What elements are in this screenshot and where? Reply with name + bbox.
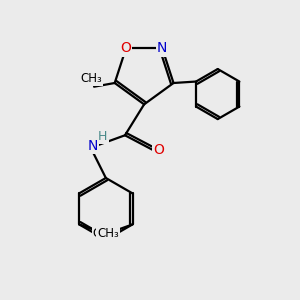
Text: CH₃: CH₃ bbox=[93, 227, 114, 240]
Text: O: O bbox=[121, 41, 131, 56]
Text: CH₃: CH₃ bbox=[97, 227, 119, 240]
Text: H: H bbox=[98, 130, 108, 143]
Text: N: N bbox=[157, 41, 167, 56]
Text: CH₃: CH₃ bbox=[80, 72, 102, 85]
Text: N: N bbox=[87, 139, 98, 153]
Text: O: O bbox=[153, 143, 164, 157]
